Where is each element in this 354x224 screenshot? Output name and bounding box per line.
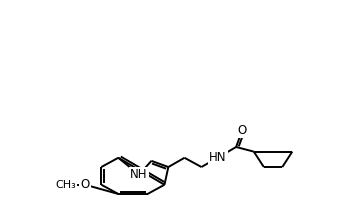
Text: CH₃: CH₃ <box>55 180 76 190</box>
Text: O: O <box>81 178 90 191</box>
Text: HN: HN <box>209 151 226 164</box>
Text: O: O <box>238 124 247 137</box>
Text: NH: NH <box>130 168 148 181</box>
